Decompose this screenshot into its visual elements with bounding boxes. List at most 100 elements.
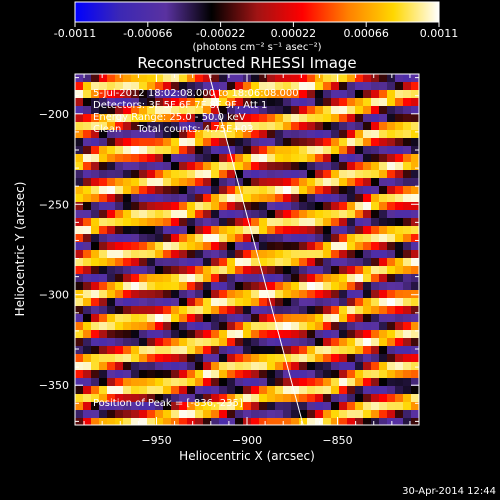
heatmap-cell (115, 306, 124, 315)
heatmap-cell (115, 322, 124, 331)
heatmap-cell (147, 322, 156, 331)
heatmap-cell (75, 354, 84, 363)
heatmap-cell (411, 226, 419, 235)
heatmap-cell (99, 354, 108, 363)
heatmap-cell (339, 122, 348, 131)
heatmap-cell (387, 218, 396, 227)
heatmap-cell (243, 378, 252, 387)
heatmap-cell (235, 138, 244, 147)
heatmap-cell (195, 122, 204, 131)
heatmap-cell (363, 354, 372, 363)
heatmap-cell (195, 410, 204, 419)
heatmap-cell (187, 122, 196, 131)
heatmap-cell (251, 210, 260, 219)
heatmap-cell (83, 82, 92, 91)
heatmap-cell (75, 154, 84, 163)
heatmap-cell (323, 338, 332, 347)
heatmap-cell (83, 410, 92, 419)
heatmap-cell (387, 338, 396, 347)
heatmap-cell (187, 322, 196, 331)
heatmap-cell (179, 74, 188, 83)
heatmap-cell (163, 194, 172, 203)
heatmap-cell (139, 226, 148, 235)
heatmap-cell (251, 282, 260, 291)
heatmap-cell (323, 314, 332, 323)
heatmap-cell (259, 170, 268, 179)
heatmap-cell (163, 210, 172, 219)
heatmap-cell (371, 114, 380, 123)
heatmap-cell (75, 322, 84, 331)
heatmap-cell (283, 410, 292, 419)
heatmap-cell (267, 306, 276, 315)
heatmap-cell (307, 74, 316, 83)
heatmap-cell (403, 218, 412, 227)
heatmap-cell (83, 90, 92, 99)
heatmap-cell (91, 98, 100, 107)
heatmap-cell (307, 298, 316, 307)
heatmap-cell (331, 234, 340, 243)
heatmap-cell (251, 218, 260, 227)
heatmap-cell (195, 210, 204, 219)
heatmap-cell (403, 106, 412, 115)
heatmap-cell (395, 194, 404, 203)
heatmap-cell (171, 322, 180, 331)
heatmap-cell (187, 394, 196, 403)
heatmap-cell (163, 354, 172, 363)
heatmap-cell (331, 210, 340, 219)
heatmap-cell (235, 314, 244, 323)
heatmap-cell (139, 106, 148, 115)
heatmap-cell (299, 354, 308, 363)
heatmap-cell (275, 362, 284, 371)
heatmap-cell (387, 394, 396, 403)
heatmap-cell (387, 130, 396, 139)
heatmap-cell (355, 186, 364, 195)
heatmap-cell (275, 114, 284, 123)
heatmap-cell (307, 234, 316, 243)
heatmap-cell (139, 418, 148, 425)
heatmap-cell (83, 250, 92, 259)
heatmap-cell (347, 106, 356, 115)
heatmap-cell (283, 378, 292, 387)
heatmap-cell (131, 370, 140, 379)
heatmap-cell (131, 330, 140, 339)
heatmap-cell (211, 290, 220, 299)
heatmap-cell (403, 170, 412, 179)
heatmap-cell (403, 234, 412, 243)
heatmap-cell (139, 122, 148, 131)
heatmap-cell (355, 226, 364, 235)
heatmap-cell (259, 90, 268, 99)
heatmap-cell (275, 346, 284, 355)
heatmap-cell (371, 194, 380, 203)
heatmap-cell (75, 410, 84, 419)
heatmap-cell (131, 386, 140, 395)
heatmap-cell (275, 98, 284, 107)
heatmap-cell (291, 410, 300, 419)
heatmap-cell (347, 178, 356, 187)
heatmap-cell (411, 242, 419, 251)
heatmap-cell (363, 338, 372, 347)
heatmap-cell (203, 338, 212, 347)
heatmap-cell (203, 378, 212, 387)
heatmap-cell (387, 90, 396, 99)
heatmap-cell (171, 186, 180, 195)
heatmap-cell (323, 138, 332, 147)
heatmap-cell (211, 266, 220, 275)
heatmap-cell (267, 282, 276, 291)
heatmap-cell (91, 186, 100, 195)
heatmap-cell (347, 154, 356, 163)
heatmap-cell (395, 82, 404, 91)
heatmap-cell (283, 234, 292, 243)
x-axis-label: Heliocentric X (arcsec) (179, 449, 315, 463)
heatmap-cell (347, 210, 356, 219)
heatmap-cell (355, 386, 364, 395)
annotation-energy-range: Energy Range: 25.0 - 50.0 keV (93, 112, 246, 123)
heatmap-cell (291, 178, 300, 187)
heatmap-cell (211, 90, 220, 99)
heatmap-cell (355, 322, 364, 331)
heatmap-cell (147, 170, 156, 179)
heatmap-cell (115, 362, 124, 371)
heatmap-cell (107, 418, 116, 425)
heatmap-cell (331, 98, 340, 107)
heatmap-cell (347, 98, 356, 107)
heatmap-cell (171, 210, 180, 219)
